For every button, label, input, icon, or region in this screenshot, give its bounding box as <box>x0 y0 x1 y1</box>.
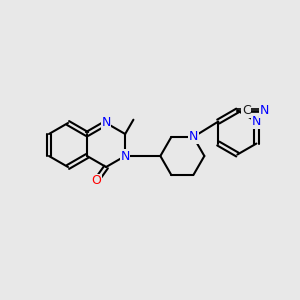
Text: C: C <box>242 104 251 117</box>
Text: N: N <box>121 149 130 163</box>
Text: N: N <box>252 115 261 128</box>
Text: O: O <box>91 175 101 188</box>
Text: N: N <box>101 116 111 130</box>
Text: N: N <box>260 104 269 117</box>
Text: N: N <box>189 130 198 143</box>
